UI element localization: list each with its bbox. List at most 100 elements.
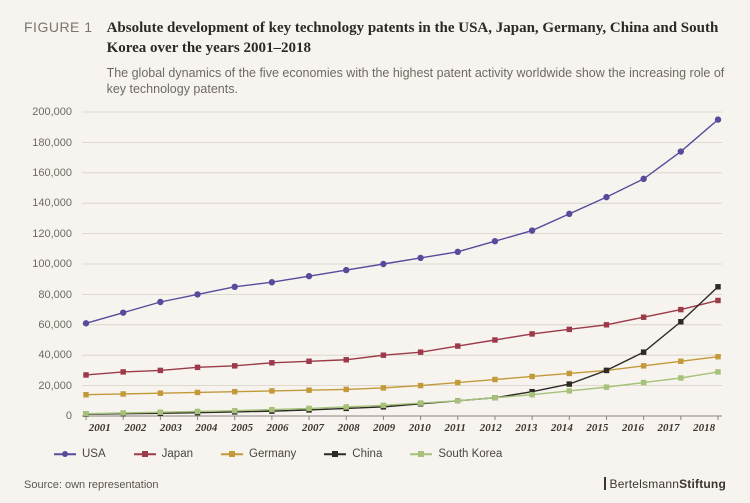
marker	[158, 391, 163, 396]
x-tick-label: 2010	[402, 422, 438, 442]
marker	[83, 372, 88, 377]
series-line-china	[86, 287, 718, 414]
marker	[269, 388, 274, 393]
x-tick-label: 2008	[331, 422, 367, 442]
marker	[567, 388, 572, 393]
y-tick-label: 100,000	[32, 258, 72, 270]
marker	[232, 363, 237, 368]
x-tick-label: 2015	[580, 422, 616, 442]
marker	[417, 255, 423, 261]
marker	[715, 117, 721, 123]
marker	[529, 392, 534, 397]
brand-part2: Stiftung	[679, 477, 726, 491]
marker	[715, 284, 720, 289]
y-tick-label: 180,000	[32, 137, 72, 149]
marker	[306, 388, 311, 393]
footer: Source: own representation BertelsmannSt…	[24, 477, 726, 491]
marker	[567, 382, 572, 387]
legend-label: China	[352, 448, 382, 460]
marker	[604, 385, 609, 390]
figure-title: Absolute development of key technology p…	[107, 18, 726, 59]
marker	[232, 408, 237, 413]
series-line-usa	[86, 120, 718, 324]
marker	[343, 267, 349, 273]
marker	[381, 385, 386, 390]
y-axis: 020,00040,00060,00080,000100,000120,0001…	[24, 112, 78, 416]
marker	[269, 360, 274, 365]
marker	[158, 410, 163, 415]
marker	[567, 371, 572, 376]
marker	[269, 407, 274, 412]
y-tick-label: 120,000	[32, 228, 72, 240]
marker	[158, 368, 163, 373]
y-tick-label: 40,000	[38, 349, 72, 361]
legend-item-usa: USA	[54, 448, 106, 460]
marker	[567, 327, 572, 332]
marker	[641, 380, 646, 385]
marker	[529, 228, 535, 234]
marker	[306, 273, 312, 279]
x-tick-label: 2004	[189, 422, 225, 442]
marker	[715, 298, 720, 303]
marker	[306, 406, 311, 411]
marker	[529, 331, 534, 336]
x-tick-label: 2003	[153, 422, 189, 442]
marker	[455, 249, 461, 255]
source-text: Source: own representation	[24, 479, 159, 491]
y-tick-label: 60,000	[38, 319, 72, 331]
legend-label: Germany	[249, 448, 296, 460]
x-tick-label: 2002	[118, 422, 154, 442]
y-tick-label: 160,000	[32, 167, 72, 179]
x-tick-label: 2014	[544, 422, 580, 442]
marker	[455, 380, 460, 385]
x-tick-label: 2005	[224, 422, 260, 442]
header: FIGURE 1 Absolute development of key tec…	[24, 18, 726, 98]
marker	[603, 194, 609, 200]
legend-item-japan: Japan	[134, 448, 193, 460]
marker	[492, 338, 497, 343]
marker	[678, 307, 683, 312]
marker	[381, 353, 386, 358]
marker	[641, 350, 646, 355]
x-tick-label: 2001	[82, 422, 118, 442]
legend: USAJapanGermanyChinaSouth Korea	[54, 448, 726, 460]
brand: BertelsmannStiftung	[604, 477, 726, 491]
y-tick-label: 140,000	[32, 197, 72, 209]
marker	[83, 320, 89, 326]
marker	[641, 363, 646, 368]
x-tick-label: 2017	[651, 422, 687, 442]
brand-part1: Bertelsmann	[610, 477, 680, 491]
marker	[120, 369, 125, 374]
marker	[83, 392, 88, 397]
marker	[604, 322, 609, 327]
marker	[344, 404, 349, 409]
y-tick-label: 0	[66, 410, 72, 422]
x-tick-label: 2006	[260, 422, 296, 442]
marker	[418, 401, 423, 406]
marker	[232, 284, 238, 290]
marker	[232, 389, 237, 394]
marker	[344, 387, 349, 392]
marker	[640, 176, 646, 182]
marker	[529, 374, 534, 379]
chart-area: 020,00040,00060,00080,000100,000120,0001…	[24, 112, 726, 442]
marker	[492, 395, 497, 400]
marker	[120, 391, 125, 396]
legend-label: Japan	[162, 448, 193, 460]
x-tick-label: 2011	[437, 422, 473, 442]
marker	[195, 409, 200, 414]
plot-area	[82, 112, 722, 416]
y-tick-label: 20,000	[38, 380, 72, 392]
marker	[678, 149, 684, 155]
figure-frame: FIGURE 1 Absolute development of key tec…	[0, 0, 750, 503]
marker	[492, 238, 498, 244]
marker	[83, 411, 88, 416]
marker	[455, 398, 460, 403]
marker	[418, 350, 423, 355]
marker	[715, 369, 720, 374]
figure-subtitle: The global dynamics of the five economie…	[107, 65, 726, 99]
marker	[492, 377, 497, 382]
marker	[195, 365, 200, 370]
x-tick-label: 2016	[615, 422, 651, 442]
marker	[604, 368, 609, 373]
